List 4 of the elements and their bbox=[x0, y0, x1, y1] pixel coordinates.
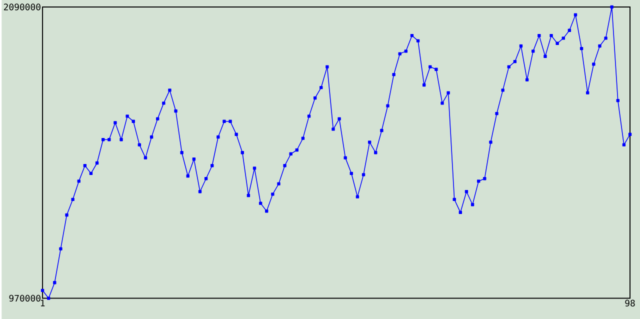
y-tick-label: 970000 bbox=[9, 294, 40, 302]
x-tick-label: 98 bbox=[625, 300, 635, 306]
y-tick-label: 2090000 bbox=[4, 4, 40, 10]
x-tick-label: 1 bbox=[40, 300, 45, 306]
